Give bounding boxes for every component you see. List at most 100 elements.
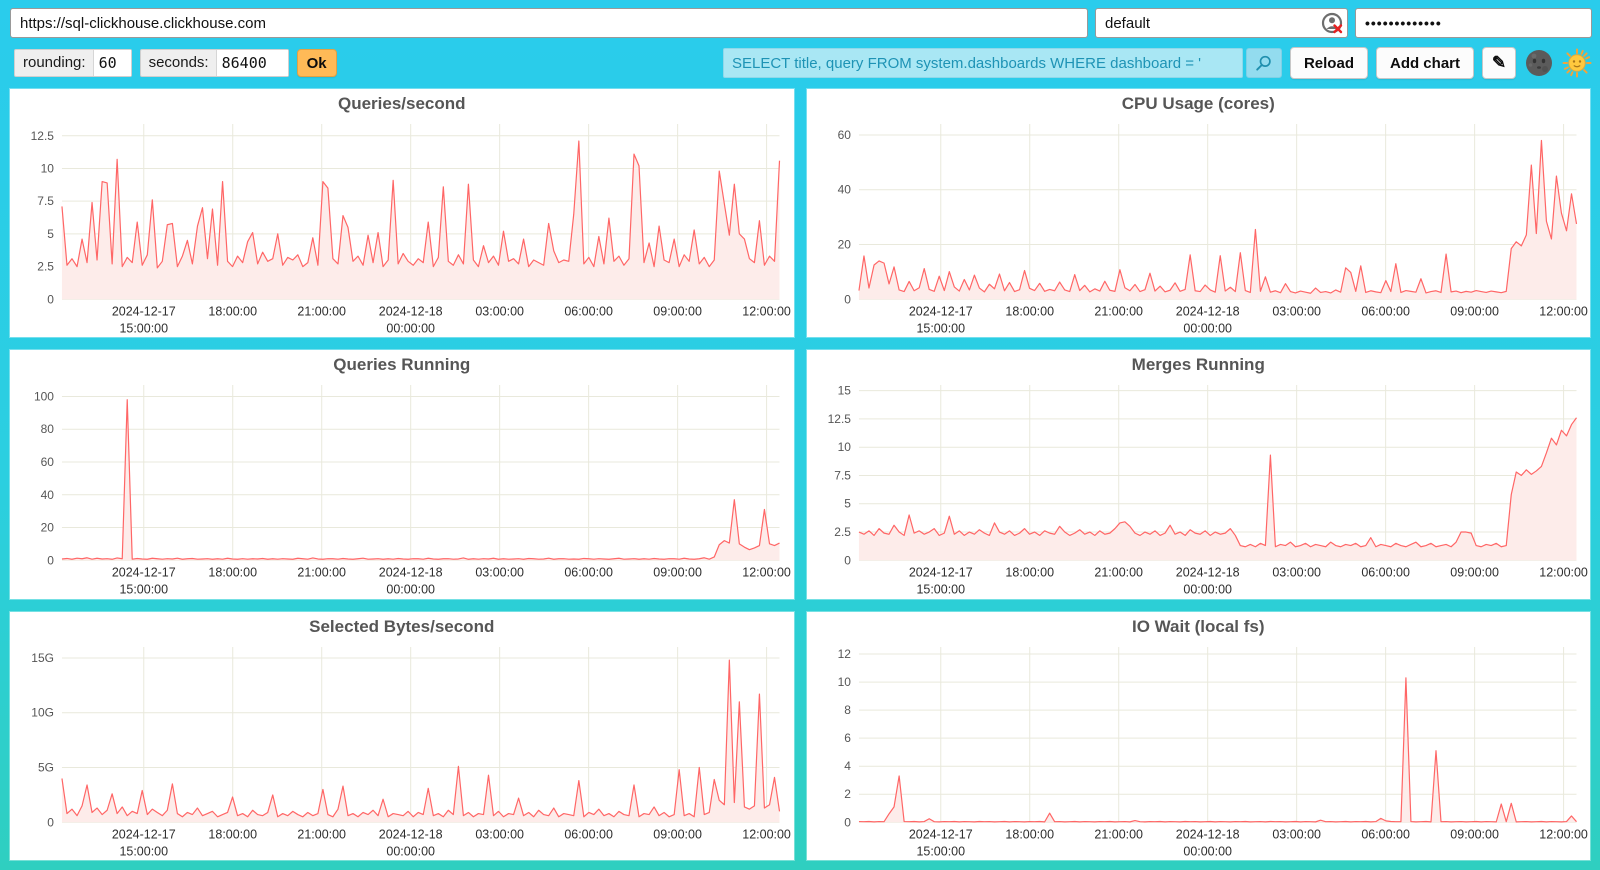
run-query-button[interactable] — [1245, 48, 1282, 78]
svg-text:21:00:00: 21:00:00 — [297, 827, 346, 841]
svg-text:21:00:00: 21:00:00 — [297, 566, 346, 580]
svg-text:2.5: 2.5 — [834, 525, 851, 539]
svg-text:09:00:00: 09:00:00 — [1450, 304, 1499, 318]
rounding-control: rounding: — [14, 49, 132, 77]
svg-text:03:00:00: 03:00:00 — [1272, 827, 1321, 841]
svg-text:5: 5 — [47, 227, 54, 241]
chart-card-queries-running: Queries Running 0 20 40 60 80 100 2024-12-17 15… — [10, 350, 794, 599]
svg-text:09:00:00: 09:00:00 — [1450, 566, 1499, 580]
svg-text:06:00:00: 06:00:00 — [564, 304, 613, 318]
svg-text:10G: 10G — [31, 705, 54, 719]
dashboard-query-input[interactable] — [722, 48, 1243, 78]
svg-text:03:00:00: 03:00:00 — [475, 304, 524, 318]
svg-text:03:00:00: 03:00:00 — [1272, 304, 1321, 318]
svg-text:5: 5 — [844, 497, 851, 511]
user-field-wrap — [1095, 8, 1348, 38]
svg-text:09:00:00: 09:00:00 — [653, 827, 702, 841]
svg-text:12: 12 — [837, 647, 851, 661]
svg-text:03:00:00: 03:00:00 — [475, 566, 524, 580]
chart-plot[interactable]: 0 2.5 5 7.5 10 12.5 2024-12-17 15:00:00 18:00:00… — [10, 116, 794, 337]
svg-text:00:00:00: 00:00:00 — [386, 844, 435, 858]
svg-text:0: 0 — [844, 554, 851, 568]
svg-text:2024-12-17: 2024-12-17 — [112, 304, 176, 318]
svg-text:18:00:00: 18:00:00 — [1005, 827, 1054, 841]
svg-text:18:00:00: 18:00:00 — [1005, 566, 1054, 580]
svg-text:10: 10 — [837, 441, 851, 455]
edit-charts-button[interactable]: ✎ — [1482, 47, 1516, 79]
svg-text:2024-12-18: 2024-12-18 — [1175, 566, 1239, 580]
chart-plot-area: 0 2.5 5 7.5 10 12.5 2024-12-17 15:00:00 18:00:00… — [10, 116, 794, 337]
user-input[interactable] — [1095, 8, 1348, 38]
user-avatar-broken-image-icon — [1321, 12, 1343, 34]
chart-title: Queries/second — [337, 94, 466, 113]
svg-text:2024-12-17: 2024-12-17 — [908, 304, 972, 318]
svg-text:21:00:00: 21:00:00 — [1094, 827, 1143, 841]
svg-text:03:00:00: 03:00:00 — [475, 827, 524, 841]
svg-text:15: 15 — [837, 384, 851, 398]
svg-text:09:00:00: 09:00:00 — [653, 566, 702, 580]
chart-plot[interactable]: 0 20 40 60 80 100 2024-12-17 15:00:00 18:00:00 21… — [10, 377, 794, 598]
chart-plot-area: 0 5G 10G 15G 2024-12-17 15:00:00 18:00:00 21:00… — [10, 639, 794, 860]
svg-text:2024-12-17: 2024-12-17 — [112, 827, 176, 841]
svg-text:15G: 15G — [31, 651, 54, 665]
chart-plot[interactable]: 0 2.5 5 7.5 10 12.5 15 2024-12-17 15:00:00 18:00:… — [807, 377, 1591, 598]
svg-text:00:00:00: 00:00:00 — [1183, 844, 1232, 858]
svg-text:2024-12-18: 2024-12-18 — [1175, 827, 1239, 841]
svg-text:06:00:00: 06:00:00 — [1361, 566, 1410, 580]
svg-text:21:00:00: 21:00:00 — [297, 304, 346, 318]
chart-title: IO Wait (local fs) — [1131, 616, 1265, 636]
add-chart-button[interactable]: Add chart — [1375, 47, 1474, 79]
rounding-input[interactable] — [92, 50, 131, 76]
server-url-input[interactable] — [10, 8, 1088, 38]
ok-button[interactable]: Ok — [296, 49, 337, 77]
query-control — [722, 48, 1282, 78]
chart-plot[interactable]: 0 2 4 6 8 10 12 2024-12-17 15:00:00 18:00:00 21:00… — [807, 639, 1591, 860]
svg-text:12:00:00: 12:00:00 — [742, 827, 791, 841]
svg-text:15:00:00: 15:00:00 — [119, 844, 168, 858]
svg-text:2024-12-18: 2024-12-18 — [379, 304, 443, 318]
svg-text:6: 6 — [844, 731, 851, 745]
chart-plot-area: 0 20 40 60 80 100 2024-12-17 15:00:00 18:00:00 21… — [10, 377, 794, 598]
seconds-label: seconds: — [148, 54, 209, 71]
svg-text:00:00:00: 00:00:00 — [386, 583, 435, 597]
svg-text:100: 100 — [34, 390, 54, 404]
dark-theme-moon-icon[interactable] — [1524, 48, 1554, 78]
svg-text:60: 60 — [41, 455, 55, 469]
svg-text:2024-12-17: 2024-12-17 — [908, 566, 972, 580]
light-theme-sun-icon[interactable] — [1562, 48, 1592, 78]
svg-text:21:00:00: 21:00:00 — [1094, 566, 1143, 580]
svg-text:2: 2 — [844, 787, 851, 801]
svg-text:15:00:00: 15:00:00 — [916, 844, 965, 858]
svg-text:8: 8 — [844, 703, 851, 717]
chart-plot-area: 0 2.5 5 7.5 10 12.5 15 2024-12-17 15:00:00 18:00:… — [807, 377, 1591, 598]
svg-text:12:00:00: 12:00:00 — [1539, 827, 1588, 841]
chart-card-cpu-usage-cores: CPU Usage (cores) 0 20 40 60 2024-12-17 15:00… — [806, 89, 1591, 338]
reload-button[interactable]: Reload — [1289, 47, 1368, 79]
svg-text:00:00:00: 00:00:00 — [1183, 583, 1232, 597]
svg-text:09:00:00: 09:00:00 — [653, 304, 702, 318]
svg-text:5G: 5G — [38, 760, 54, 774]
chart-plot[interactable]: 0 5G 10G 15G 2024-12-17 15:00:00 18:00:00 21:00… — [10, 639, 794, 860]
svg-text:40: 40 — [837, 183, 851, 197]
svg-text:40: 40 — [41, 488, 55, 502]
svg-text:15:00:00: 15:00:00 — [119, 321, 168, 335]
password-input[interactable] — [1355, 8, 1592, 38]
svg-text:4: 4 — [844, 759, 851, 773]
top-bar — [0, 0, 1600, 38]
svg-text:7.5: 7.5 — [834, 469, 851, 483]
chart-title: Merges Running — [1131, 355, 1265, 375]
svg-text:20: 20 — [837, 237, 851, 251]
svg-text:12.5: 12.5 — [827, 412, 851, 426]
svg-text:0: 0 — [844, 292, 851, 306]
svg-text:60: 60 — [837, 128, 851, 142]
search-icon — [1256, 55, 1272, 71]
chart-plot[interactable]: 0 20 40 60 2024-12-17 15:00:00 18:00:00 21:00:0… — [807, 116, 1591, 337]
chart-title: Selected Bytes/second — [309, 616, 495, 636]
chart-title: Queries Running — [333, 355, 471, 375]
svg-text:0: 0 — [844, 815, 851, 829]
svg-text:03:00:00: 03:00:00 — [1272, 566, 1321, 580]
svg-text:09:00:00: 09:00:00 — [1450, 827, 1499, 841]
chart-card-selected-bytes-second: Selected Bytes/second 0 5G 10G 15G 2024-12-1… — [10, 611, 794, 860]
svg-text:2024-12-17: 2024-12-17 — [112, 566, 176, 580]
seconds-input[interactable] — [215, 50, 288, 76]
